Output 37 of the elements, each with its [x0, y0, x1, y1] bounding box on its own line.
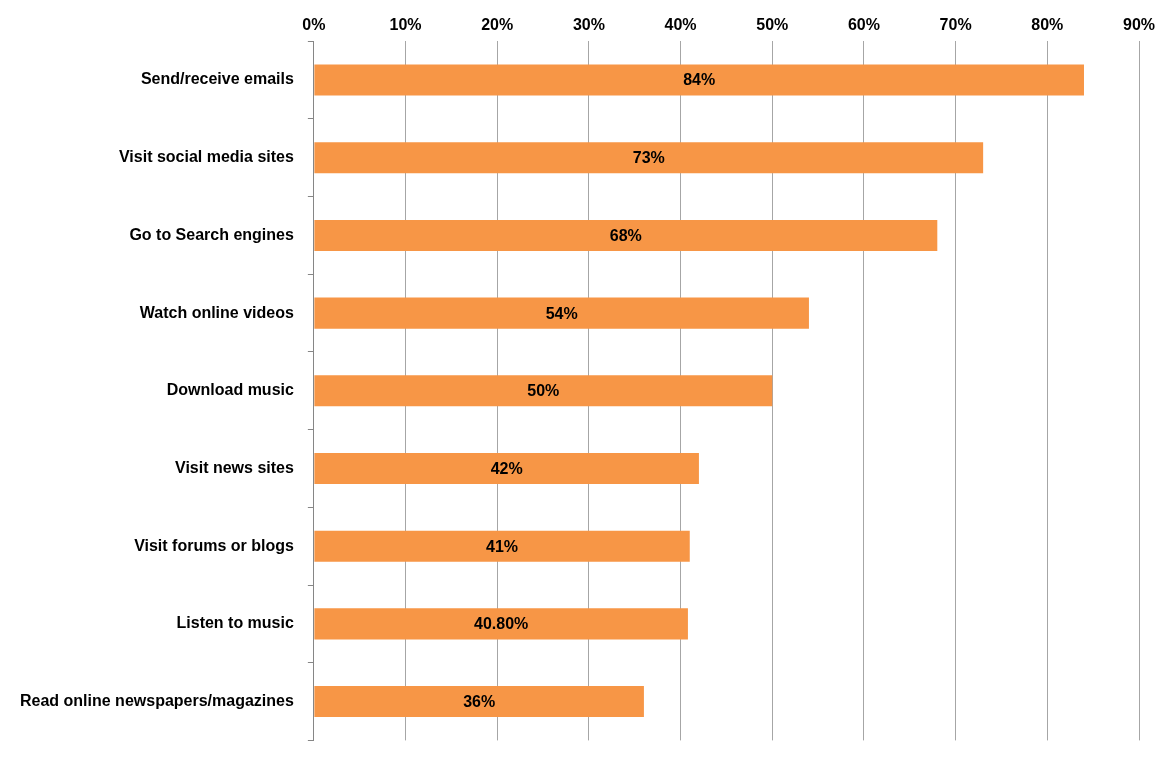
x-tick-label: 80%	[1031, 16, 1064, 34]
bar	[314, 608, 688, 640]
x-tick-label: 50%	[756, 16, 789, 34]
bar	[314, 142, 984, 174]
bar	[314, 219, 938, 251]
x-tick-label: 10%	[389, 16, 422, 34]
y-tick-label: Watch online videos	[139, 303, 294, 321]
x-tick-label: 90%	[1122, 16, 1156, 34]
data-label: 41%	[486, 537, 519, 555]
data-label: 54%	[545, 304, 578, 322]
data-label: 40.80%	[474, 615, 529, 633]
y-tick-label: Send/receive emails	[140, 70, 294, 88]
y-tick-label: Read online newspapers/magazines	[19, 691, 294, 709]
bar	[314, 686, 644, 718]
bar	[314, 64, 1084, 96]
data-label: 68%	[609, 226, 642, 244]
y-tick-label: Visit news sites	[174, 458, 294, 476]
x-tick-label: 70%	[939, 16, 972, 34]
bar	[314, 297, 809, 329]
x-tick-label: 30%	[572, 16, 605, 34]
data-label: 36%	[463, 692, 496, 710]
data-label: 42%	[490, 459, 523, 477]
bar	[314, 375, 773, 407]
data-label: 84%	[683, 71, 716, 89]
x-tick-label: 20%	[481, 16, 514, 34]
y-tick-label: Listen to music	[176, 614, 294, 632]
y-tick-label: Visit social media sites	[118, 148, 294, 166]
x-tick-label: 60%	[847, 16, 880, 34]
bar	[314, 530, 690, 562]
x-tick-label: 0%	[302, 16, 326, 34]
y-tick-label: Go to Search engines	[129, 225, 294, 243]
data-label: 50%	[527, 382, 560, 400]
data-label: 73%	[632, 149, 665, 167]
bar	[314, 452, 699, 485]
x-tick-label: 40%	[664, 16, 697, 34]
y-tick-label: Visit forums or blogs	[134, 536, 294, 554]
y-tick-label: Download music	[166, 381, 294, 399]
